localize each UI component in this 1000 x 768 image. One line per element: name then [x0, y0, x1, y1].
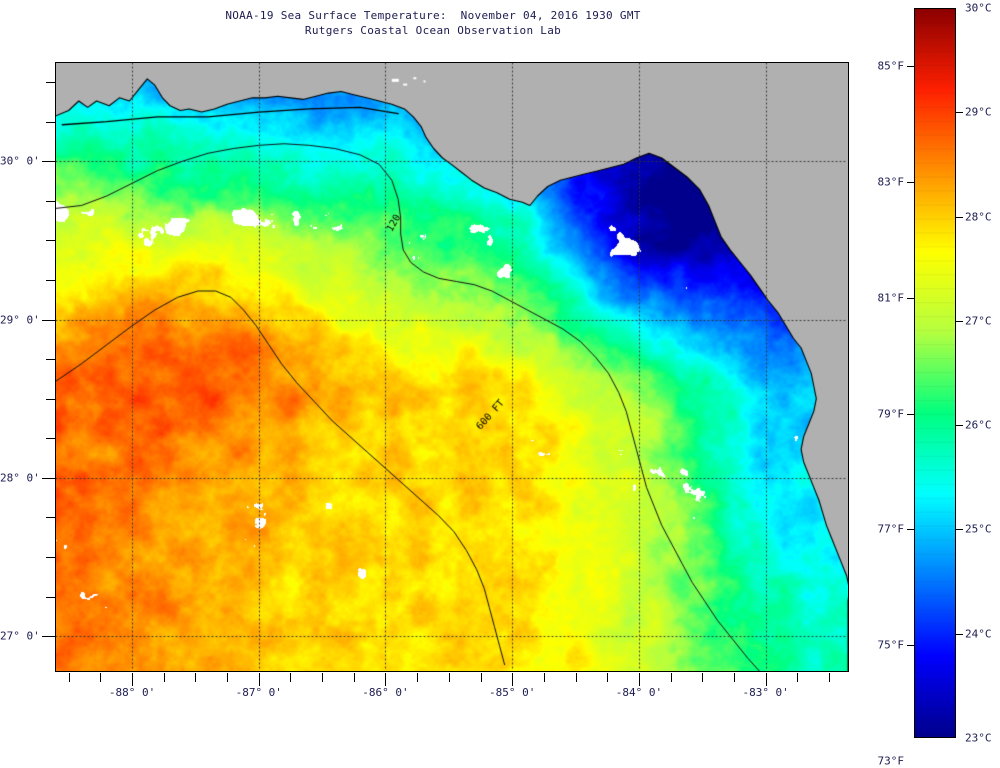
x-axis-tick [68, 673, 70, 682]
y-axis-tick [46, 517, 55, 519]
x-axis-tick [100, 673, 102, 682]
colorbar-tick-c [956, 320, 963, 322]
y-axis-tick [46, 279, 55, 281]
y-axis-tick [46, 121, 55, 123]
y-axis-tick [42, 477, 55, 479]
x-axis-tick [322, 673, 324, 682]
colorbar-label-fahrenheit: 77°F [877, 522, 905, 536]
colorbar-label-fahrenheit: 83°F [877, 175, 905, 189]
chart-subtitle: Rutgers Coastal Ocean Observation Lab [304, 24, 562, 37]
x-axis-tick [797, 673, 799, 682]
x-axis-tick [290, 673, 292, 682]
colorbar-tick-f [907, 181, 914, 183]
y-axis-label: 30° 0' [0, 154, 40, 168]
x-axis-label: -87° 0' [235, 686, 282, 699]
x-axis-tick [638, 673, 640, 686]
colorbar-tick-c [956, 112, 963, 114]
colorbar-label-fahrenheit: 79°F [877, 407, 905, 421]
y-axis-label: 28° 0' [0, 471, 40, 485]
colorbar-gradient [914, 8, 956, 738]
colorbar-label-fahrenheit: 75°F [877, 638, 905, 652]
y-axis-tick [46, 200, 55, 202]
colorbar-tick-c [956, 529, 963, 531]
colorbar-tick-f [907, 65, 914, 67]
x-axis-tick [227, 673, 229, 682]
sst-map-plot [55, 62, 849, 672]
x-axis-tick [575, 673, 577, 682]
y-axis-label: 29° 0' [0, 313, 40, 326]
y-axis-label: 27° 0' [0, 629, 40, 643]
colorbar-container [914, 8, 956, 738]
colorbar-tick-f [907, 645, 914, 647]
colorbar-label-fahrenheit: 85°F [877, 59, 905, 73]
colorbar-tick-c [956, 633, 963, 635]
y-axis-tick [46, 82, 55, 83]
y-axis-tick [46, 398, 55, 400]
colorbar-label-celsius: 27°C [965, 314, 992, 328]
x-axis-tick [765, 673, 767, 686]
x-axis-tick [195, 673, 197, 682]
colorbar-label-celsius: 29°C [965, 105, 992, 119]
colorbar-tick-c [956, 216, 963, 218]
colorbar-label-celsius: 28°C [965, 210, 992, 224]
chart-title: NOAA-19 Sea Surface Temperature: Novembe… [225, 9, 641, 22]
y-axis-tick [46, 438, 55, 440]
y-axis-tick [42, 161, 55, 163]
x-axis-tick [828, 673, 830, 682]
colorbar-tick-f [907, 413, 914, 415]
x-axis-tick [163, 673, 165, 682]
colorbar-label-celsius: 23°C [965, 731, 992, 745]
x-axis-tick [353, 673, 355, 682]
x-axis-label: -85° 0' [489, 686, 536, 699]
x-axis-tick [258, 673, 260, 686]
colorbar-label-celsius: 25°C [965, 522, 992, 536]
colorbar-label-celsius: 26°C [965, 418, 992, 432]
x-axis-tick [543, 673, 545, 682]
y-axis-tick [46, 359, 55, 361]
x-axis-tick [132, 673, 134, 686]
x-axis-tick [607, 673, 609, 682]
x-axis-label: -88° 0' [108, 686, 156, 699]
y-axis-tick [46, 557, 55, 558]
x-axis-tick [480, 673, 482, 682]
colorbar-tick-f [907, 297, 914, 299]
x-axis-tick [512, 673, 514, 686]
x-axis-label: -83° 0' [742, 686, 789, 699]
x-axis-label: -86° 0' [362, 686, 409, 699]
y-axis-tick [42, 319, 55, 321]
x-axis-label: -84° 0' [615, 686, 663, 699]
x-axis-tick [733, 673, 735, 682]
y-axis-tick [46, 240, 55, 242]
colorbar-label-fahrenheit: 81°F [877, 291, 905, 305]
x-axis-tick [385, 673, 387, 686]
colorbar-label-celsius: 24°C [965, 627, 992, 641]
y-axis-tick [42, 636, 55, 638]
y-axis-tick [46, 596, 55, 598]
colorbar-label-celsius: 30°C [965, 1, 992, 15]
colorbar-tick-f [907, 529, 914, 531]
x-axis-tick [417, 673, 419, 682]
x-axis-tick [670, 673, 672, 682]
colorbar-label-fahrenheit: 73°F [877, 754, 905, 768]
chart-title-block: NOAA-19 Sea Surface Temperature: Novembe… [0, 8, 866, 38]
x-axis-tick [448, 673, 450, 682]
sst-heatmap-canvas [56, 63, 848, 671]
x-axis-tick [702, 673, 704, 682]
colorbar-tick-c [956, 425, 963, 427]
